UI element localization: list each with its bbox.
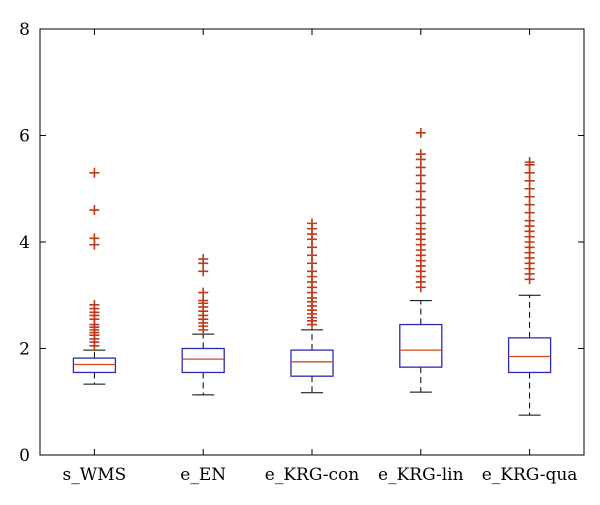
outlier-marker	[307, 218, 317, 229]
iqr-box	[507, 337, 552, 374]
x-axis: s_WMS e_EN e_KRG-con e_KRG-lin e_KRG-qua	[63, 29, 578, 485]
outlier-marker	[415, 127, 426, 138]
x-tick-label: e_KRG-con	[265, 465, 359, 485]
outlier-marker	[89, 167, 100, 178]
box-e_KRG-qua	[507, 157, 552, 416]
box-e_KRG-con	[290, 218, 334, 394]
y-tick-label: 2	[19, 340, 30, 360]
iqr-box	[72, 357, 117, 374]
outlier-marker	[524, 157, 535, 168]
outlier-marker	[415, 149, 426, 160]
box-e_EN	[181, 254, 225, 396]
x-tick-label: e_KRG-qua	[482, 465, 578, 485]
y-axis: 0 2 4 6 8	[19, 20, 584, 466]
y-tick-label: 0	[19, 446, 30, 466]
x-tick-label: e_KRG-lin	[378, 465, 464, 485]
iqr-box	[399, 323, 443, 368]
iqr-box	[181, 347, 225, 374]
iqr-box	[290, 349, 334, 377]
y-tick-label: 8	[19, 20, 30, 40]
outlier-marker	[89, 233, 100, 244]
y-tick-label: 6	[19, 127, 30, 147]
boxes-group	[72, 127, 552, 416]
x-tick-label: e_EN	[180, 465, 226, 485]
outlier-marker	[89, 299, 100, 310]
outlier-marker	[89, 205, 100, 216]
y-tick-label: 4	[19, 233, 30, 253]
box-s_WMS	[72, 167, 117, 385]
x-tick-label: s_WMS	[63, 465, 127, 485]
box-e_KRG-lin	[399, 127, 443, 393]
outlier-marker	[198, 287, 209, 298]
outlier-marker	[198, 254, 209, 265]
